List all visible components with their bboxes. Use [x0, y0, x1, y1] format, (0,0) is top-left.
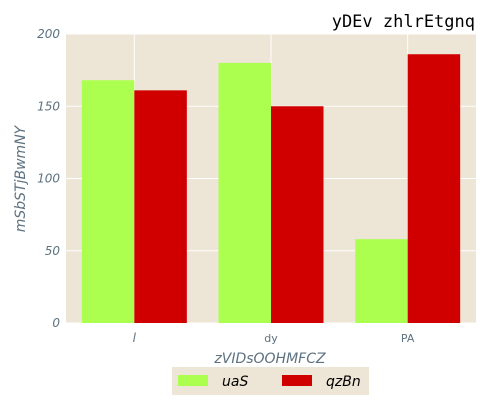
bar-qzBn-PA	[407, 54, 461, 323]
bar-qzBn-dy	[271, 106, 324, 323]
x-axis-ticks: l dy PA	[133, 331, 415, 345]
bar-uaS-PA	[355, 239, 408, 323]
y-tick-label: 100	[37, 172, 60, 186]
legend: uaS qzBn	[172, 367, 369, 395]
legend-label-uaS: uaS	[222, 374, 248, 390]
y-axis-ticks: 0 50 100 150 200	[37, 27, 60, 330]
y-axis-label: mSbSTjBwmNY	[13, 124, 29, 232]
y-tick-label: 150	[37, 99, 60, 113]
legend-swatch-uaS	[178, 375, 208, 386]
bars	[81, 54, 461, 324]
bar-qzBn-l	[134, 90, 187, 323]
chart-title: yDEv zhlrEtgnq	[332, 12, 475, 32]
x-tick-label: PA	[401, 332, 415, 345]
legend-swatch-qzBn	[282, 375, 312, 386]
bar-uaS-l	[81, 80, 135, 324]
y-tick-label: 50	[45, 244, 61, 258]
bar-uaS-dy	[218, 62, 271, 324]
legend-label-qzBn: qzBn	[326, 374, 361, 390]
y-tick-label: 200	[37, 27, 60, 41]
x-axis-label: zVIDsOOHMFCZ	[213, 351, 326, 367]
y-tick-label: 0	[52, 316, 60, 330]
x-tick-label: dy	[264, 332, 278, 345]
x-tick-label: l	[133, 331, 137, 345]
